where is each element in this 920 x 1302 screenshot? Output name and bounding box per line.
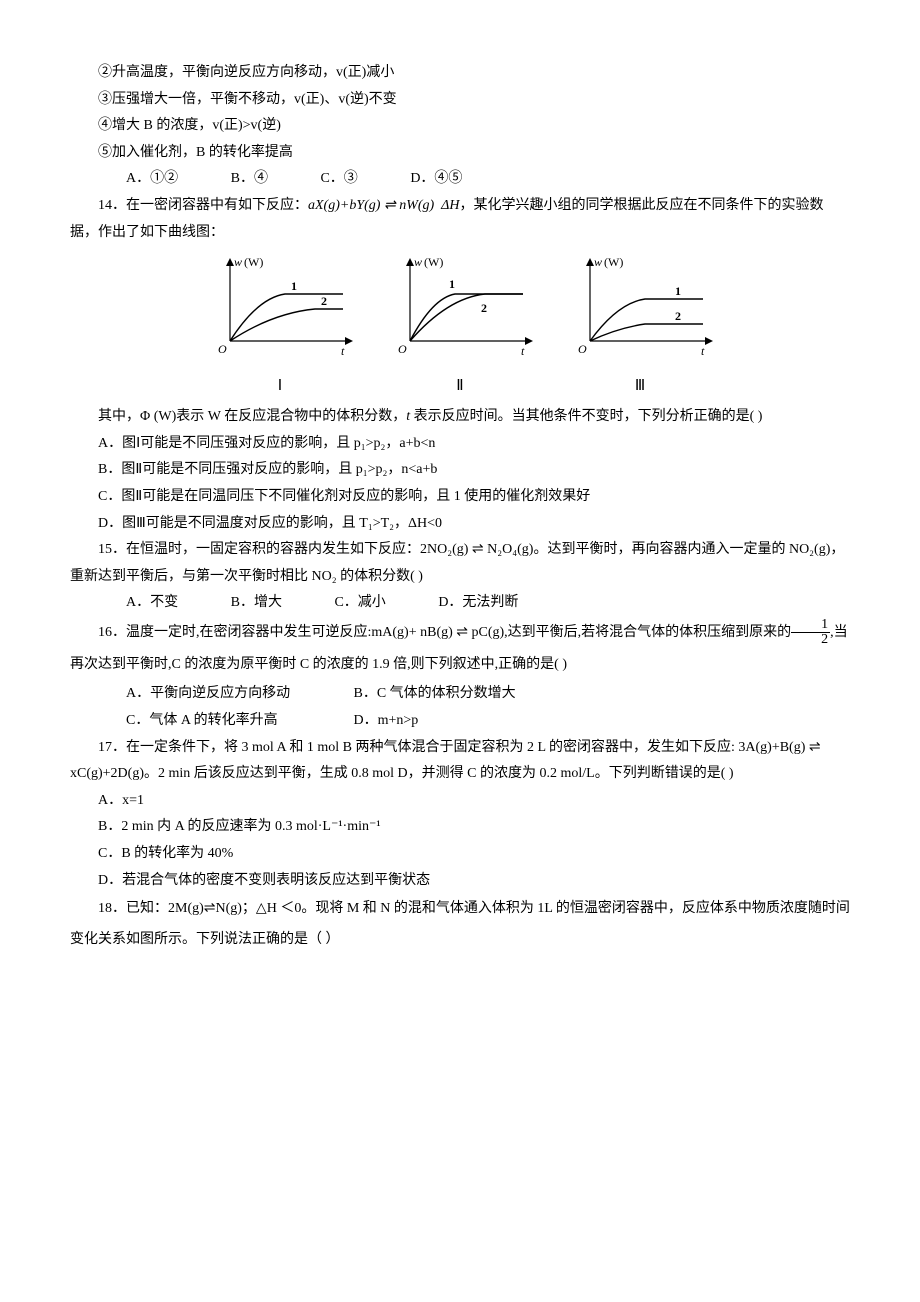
q13-opt5: ⑤加入催化剂，B 的转化率提高	[70, 140, 850, 167]
q13-choice-d[interactable]: D．④⑤	[410, 166, 462, 193]
q16-choices-row1: A．平衡向逆反应方向移动 B．C 气体的体积分数增大	[126, 681, 850, 708]
q14-choice-c[interactable]: C．图Ⅱ可能是在同温同压下不同催化剂对反应的影响，且 1 使用的催化剂效果好	[98, 484, 850, 511]
q14-graph-1: w(W) Ot 1 2 Ⅰ	[205, 254, 355, 400]
q16-choice-d[interactable]: D．m+n>p	[354, 708, 419, 735]
q13-opt2: ②升高温度，平衡向逆反应方向移动，v(正)减小	[70, 60, 850, 87]
svg-text:1: 1	[291, 279, 297, 293]
q13-choice-c[interactable]: C．③	[320, 166, 357, 193]
q16-choice-c[interactable]: C．气体 A 的转化率升高	[126, 708, 322, 735]
q14-choice-d[interactable]: D．图Ⅲ可能是不同温度对反应的影响，且 T₁>T₂，ΔH<0	[98, 511, 850, 538]
q16-choices-row2: C．气体 A 的转化率升高 D．m+n>p	[126, 708, 850, 735]
q18-stem: 18．已知：2M(g)⇌N(g)；△H ＜0。现将 M 和 N 的混和气体通入体…	[70, 894, 850, 956]
fraction-numerator: 1	[791, 618, 830, 633]
svg-text:O: O	[218, 342, 227, 356]
q17-choice-b[interactable]: B．2 min 内 A 的反应速率为 0.3 mol·L⁻¹·min⁻¹	[98, 814, 850, 841]
q14-graph-2-label: Ⅱ	[385, 372, 535, 401]
q14-graph-2: w(W) Ot 1 2 Ⅱ	[385, 254, 535, 400]
chart-icon: w(W) Ot 1 2	[385, 254, 535, 359]
q15-choice-d[interactable]: D．无法判断	[438, 590, 518, 617]
q14-choice-b[interactable]: B．图Ⅱ可能是不同压强对反应的影响，且 p₁>p₂，n<a+b	[98, 457, 850, 484]
svg-text:t: t	[341, 344, 345, 358]
q13-opt3: ③压强增大一倍，平衡不移动，v(正)、v(逆)不变	[70, 87, 850, 114]
svg-text:2: 2	[675, 309, 681, 323]
q13-opt4: ④增大 B 的浓度，v(正)>v(逆)	[70, 113, 850, 140]
svg-text:2: 2	[321, 294, 327, 308]
q14-graphs: w(W)Ot12 Ⅰ w(W)Ot12 Ⅱ w(W)Ot12 Ⅲ	[70, 254, 850, 400]
svg-text:w: w	[234, 255, 242, 269]
q17-choice-d[interactable]: D．若混合气体的密度不变则表明该反应达到平衡状态	[98, 868, 850, 895]
q15-choices: A．不变 B．增大 C．减小 D．无法判断	[126, 590, 850, 617]
svg-text:1: 1	[675, 284, 681, 298]
svg-text:(W): (W)	[604, 255, 623, 269]
q15-choice-a[interactable]: A．不变	[126, 590, 178, 617]
svg-text:t: t	[521, 344, 525, 358]
q13-choice-a[interactable]: A．①②	[126, 166, 178, 193]
svg-text:t: t	[701, 344, 705, 358]
chart-icon: w(W) Ot 1 2	[565, 254, 715, 359]
q13-choices: A．①② B．④ C．③ D．④⑤	[126, 166, 850, 193]
q16-choice-b[interactable]: B．C 气体的体积分数增大	[354, 681, 516, 708]
q15-stem: 15．在恒温时，一固定容积的容器内发生如下反应：2NO₂(g) ⇌ N₂O₄(g…	[70, 537, 850, 590]
q17-choice-c[interactable]: C．B 的转化率为 40%	[98, 841, 850, 868]
svg-text:(W): (W)	[244, 255, 263, 269]
q16-stem: 16．温度一定时,在密闭容器中发生可逆反应:mA(g)+ nB(g) ⇌ pC(…	[70, 617, 850, 681]
q16-choice-a[interactable]: A．平衡向逆反应方向移动	[126, 681, 322, 708]
svg-text:1: 1	[449, 277, 455, 291]
svg-text:O: O	[578, 342, 587, 356]
svg-text:O: O	[398, 342, 407, 356]
q14-graph-3-label: Ⅲ	[565, 372, 715, 401]
q14-stem-2: 其中，Φ (W)表示 W 在反应混合物中的体积分数，t 表示反应时间。当其他条件…	[70, 404, 850, 431]
q13-choice-b[interactable]: B．④	[231, 166, 268, 193]
svg-text:w: w	[594, 255, 602, 269]
q15-choice-b[interactable]: B．增大	[231, 590, 282, 617]
chart-icon: w(W) Ot 1 2	[205, 254, 355, 359]
svg-text:(W): (W)	[424, 255, 443, 269]
q14-stem-1: 14．在一密闭容器中有如下反应：aX(g)+bY(g) ⇌ nW(g) ΔH，某…	[70, 193, 850, 246]
svg-text:w: w	[414, 255, 422, 269]
q17-choice-a[interactable]: A．x=1	[98, 788, 850, 815]
svg-text:2: 2	[481, 301, 487, 315]
q17-stem: 17．在一定条件下，将 3 mol A 和 1 mol B 两种气体混合于固定容…	[70, 735, 850, 788]
q14-graph-1-label: Ⅰ	[205, 372, 355, 401]
q14-choice-a[interactable]: A．图Ⅰ可能是不同压强对反应的影响，且 p₁>p₂，a+b<n	[98, 431, 850, 458]
q14-graph-3: w(W) Ot 1 2 Ⅲ	[565, 254, 715, 400]
fraction-denominator: 2	[791, 633, 830, 647]
q15-choice-c[interactable]: C．减小	[334, 590, 385, 617]
